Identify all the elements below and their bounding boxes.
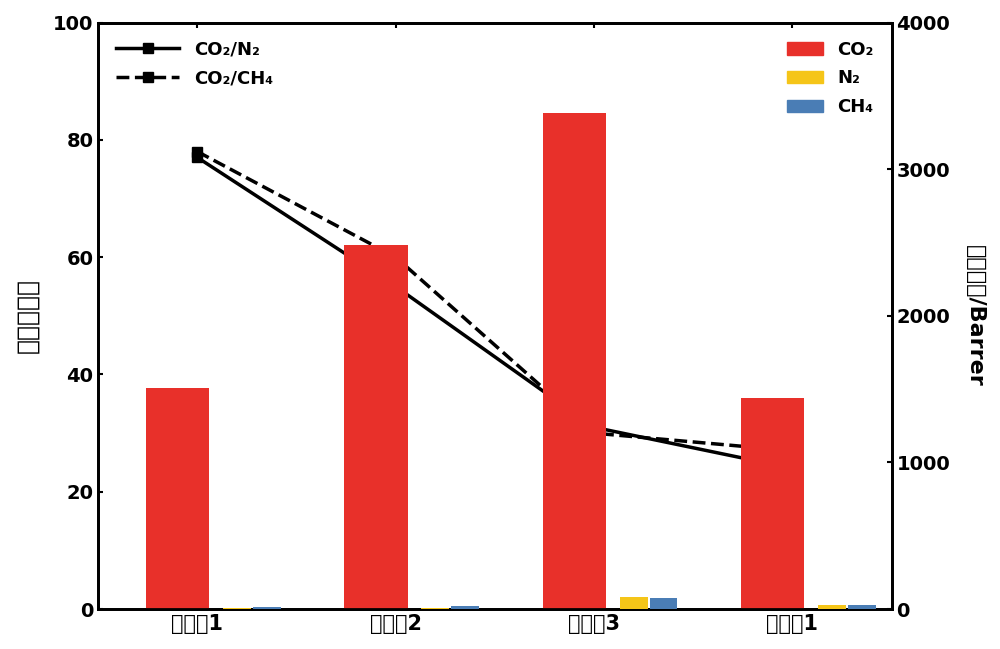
Y-axis label: 气体通量/Barrer: 气体通量/Barrer xyxy=(965,245,985,387)
Bar xyxy=(620,598,648,609)
Bar xyxy=(848,605,876,609)
Bar xyxy=(741,398,804,609)
Bar xyxy=(146,387,209,609)
Bar xyxy=(543,114,606,609)
Bar xyxy=(223,608,251,609)
Bar xyxy=(253,607,281,609)
Bar xyxy=(650,598,677,609)
Legend: CO₂, N₂, CH₄: CO₂, N₂, CH₄ xyxy=(778,32,883,125)
Bar xyxy=(344,245,408,609)
Bar xyxy=(818,605,846,609)
Bar xyxy=(421,608,449,609)
Y-axis label: 理想选择性: 理想选择性 xyxy=(15,278,39,353)
Bar xyxy=(451,607,479,609)
